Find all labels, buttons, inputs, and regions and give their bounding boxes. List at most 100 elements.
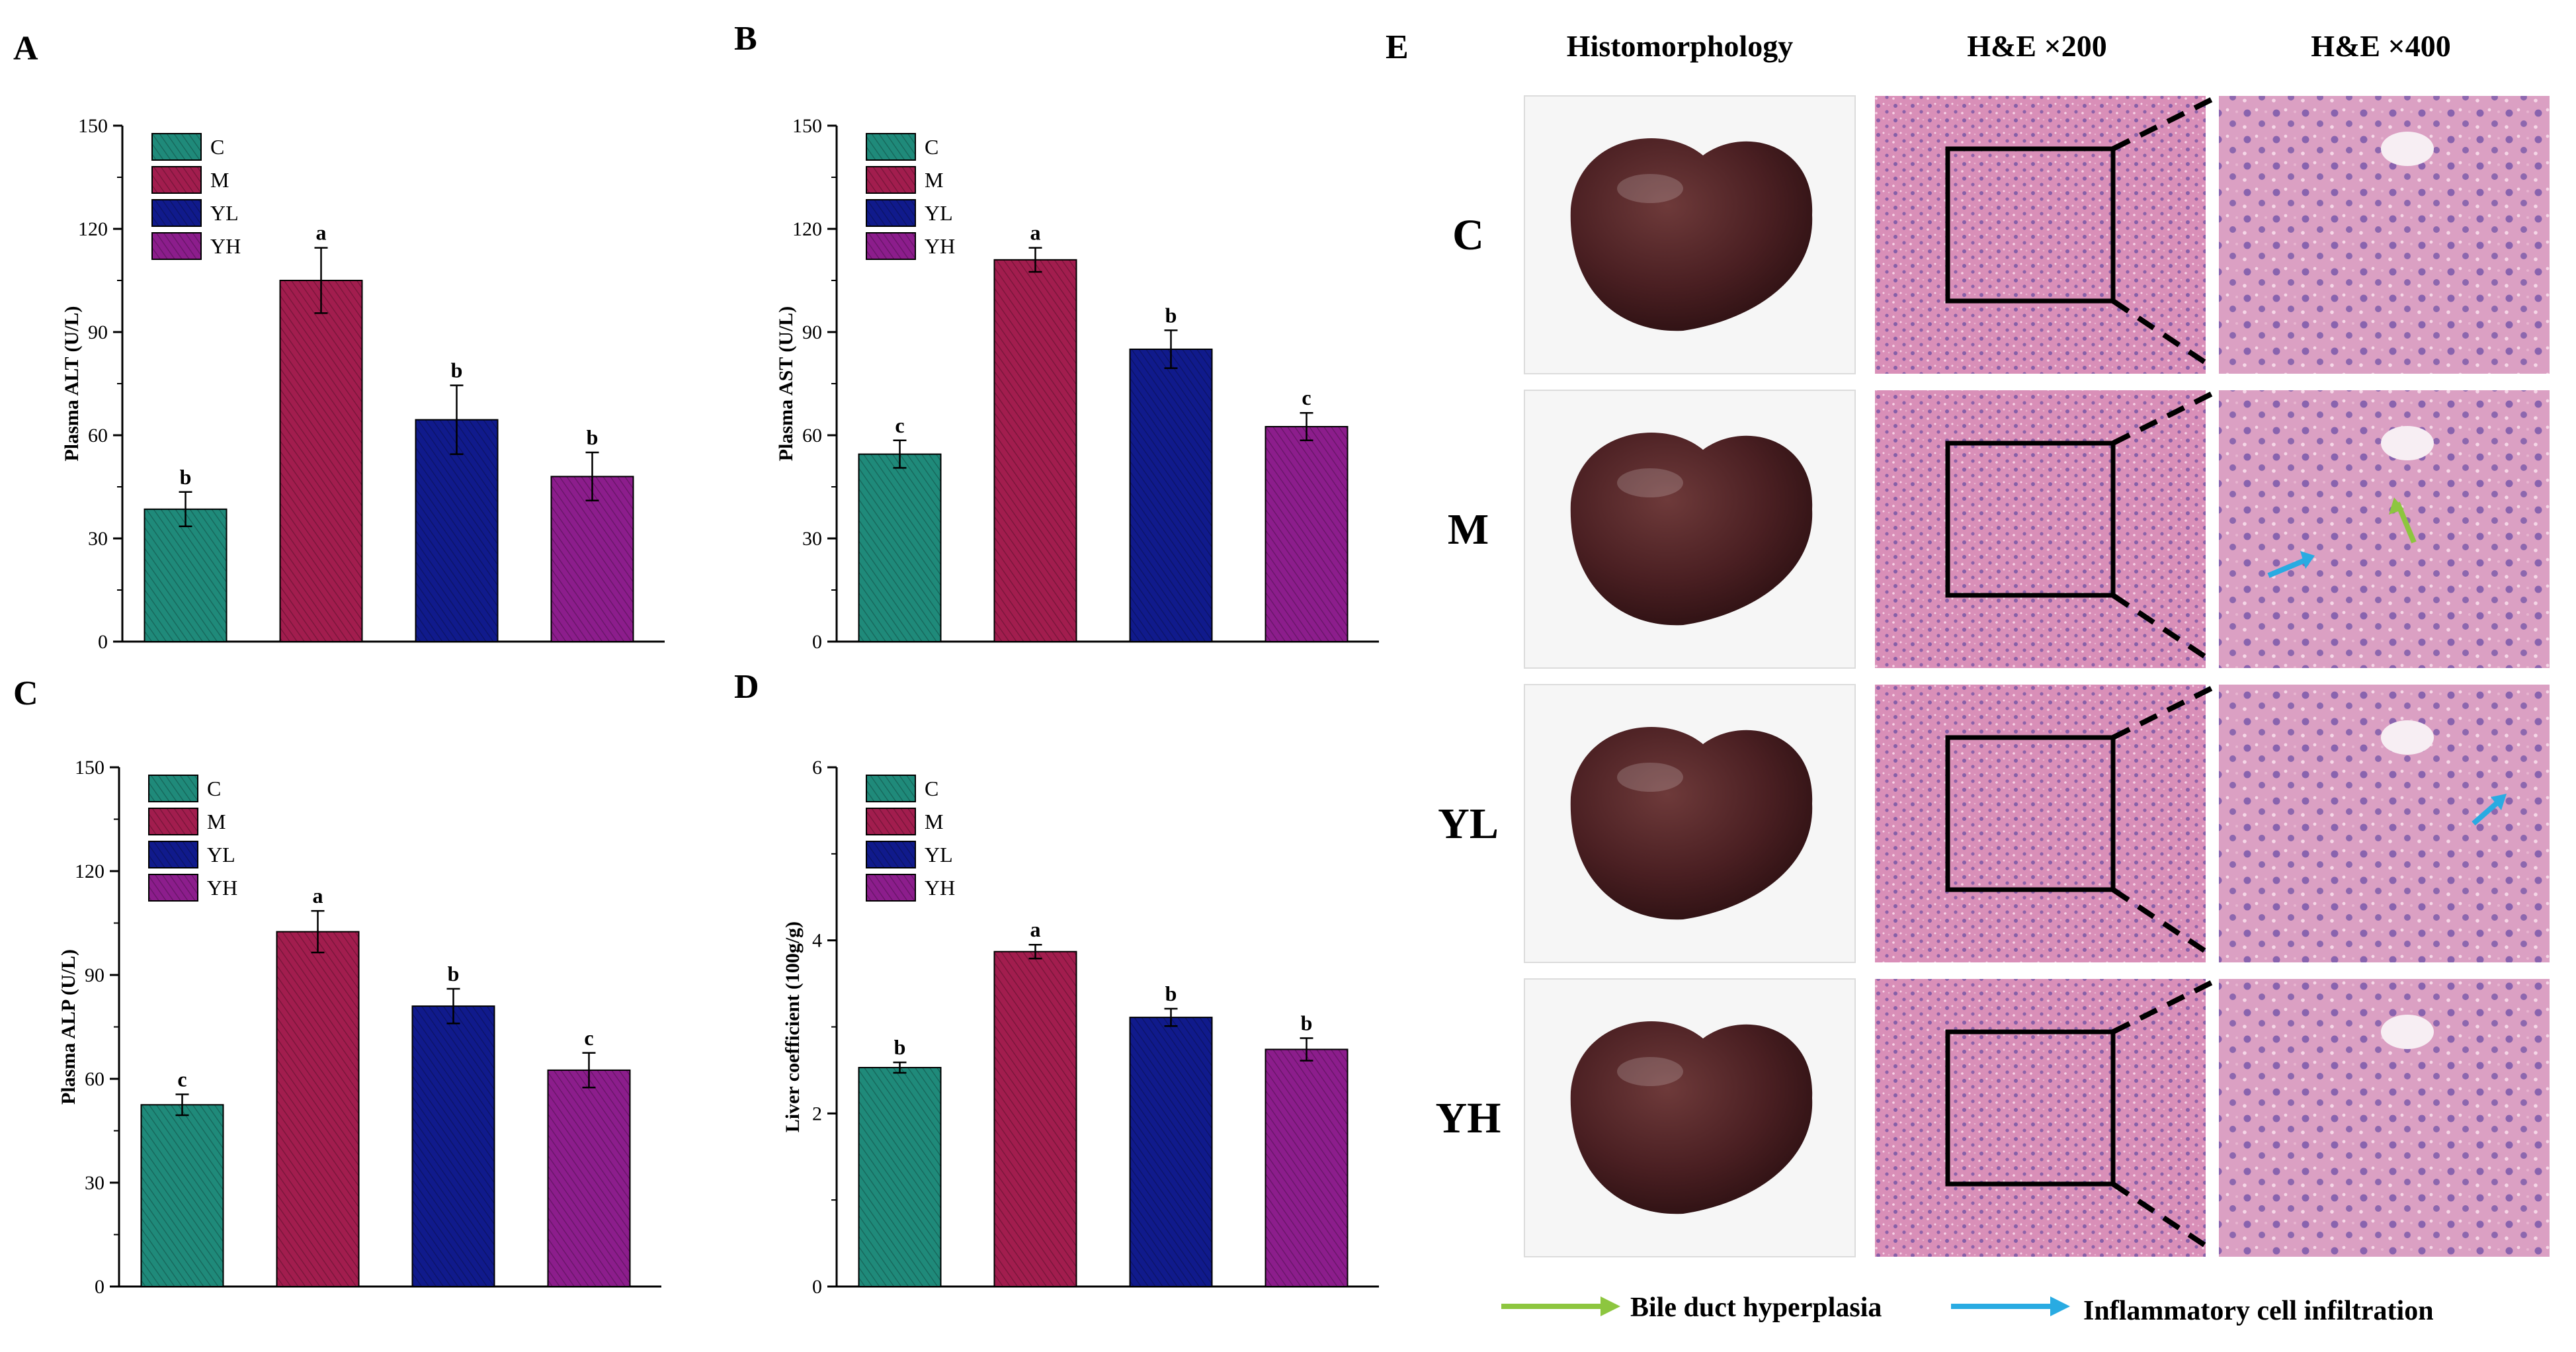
zoom-guide-top-YL — [2112, 685, 2214, 740]
y-axis-label: Plasma ALP (U/L) — [58, 949, 79, 1105]
significance-label-C: c — [895, 413, 904, 437]
y-tick-label: 90 — [802, 321, 822, 343]
y-tick-label: 60 — [85, 1068, 104, 1090]
bar-hatch-C — [141, 1105, 224, 1287]
significance-label-M: a — [313, 884, 323, 908]
y-tick-label: 60 — [88, 425, 108, 446]
zoom-guide-top-M — [2112, 391, 2214, 446]
y-tick-label: 30 — [802, 528, 822, 550]
histology-panel: E Histomorphology H&E ×200 H&E ×400 C M YL… — [1386, 28, 2550, 1326]
liver-specimen-M — [1570, 433, 1813, 626]
he-200-image-YH — [1875, 979, 2206, 1257]
chart-panel-D: D 0 2 4 6 Liver coefficient (100g/g) b a b b CM YL… — [734, 668, 1379, 1298]
legend-swatch-hatch-YL — [866, 841, 915, 868]
bile-duct-arrow-icon — [2389, 497, 2404, 515]
y-tick-label: 30 — [88, 528, 108, 550]
legend-label-M: M — [207, 810, 226, 833]
bar-hatch-YL — [1130, 349, 1212, 642]
bar-hatch-C — [144, 509, 227, 642]
inflammation-arrow-icon — [2300, 551, 2315, 569]
zoom-box-M — [1945, 441, 2116, 598]
inflammation-arrow-line — [2267, 556, 2309, 578]
column-header-histomorphology: Histomorphology — [1567, 29, 1793, 63]
blue-arrow-icon — [2050, 1296, 2070, 1316]
y-axis-label: Plasma AST (U/L) — [775, 306, 797, 461]
zoom-box-C — [1945, 146, 2116, 304]
histology-legend: Bile duct hyperplasia Inflammatory cell … — [1501, 1292, 2434, 1326]
inflammation-arrow-yl-icon — [2491, 794, 2507, 810]
zoom-guide-bottom-YH — [2111, 1181, 2214, 1253]
legend-label-C: C — [925, 777, 938, 800]
significance-label-YL: b — [1165, 303, 1177, 327]
legend-label-M: M — [925, 168, 943, 192]
legend-label-YH: YH — [210, 234, 241, 258]
legend-label-YH: YH — [925, 876, 955, 900]
panel-letter-B: B — [734, 20, 757, 58]
y-tick-label: 150 — [792, 115, 822, 137]
zoom-guide-top-C — [2112, 97, 2214, 151]
bar-hatch-YL — [1130, 1017, 1212, 1287]
legend-swatch-hatch-C — [149, 775, 198, 802]
legend-swatch-hatch-YL — [152, 200, 201, 226]
legend-swatch-hatch-YH — [866, 233, 915, 259]
zoom-guide-bottom-C — [2111, 298, 2214, 370]
y-tick-label: 6 — [812, 757, 822, 779]
legend-swatch-hatch-C — [152, 134, 201, 160]
legend-label-C: C — [207, 777, 221, 800]
bar-hatch-YH — [1265, 1049, 1348, 1287]
significance-label-M: a — [1030, 917, 1041, 941]
y-tick-label: 60 — [802, 425, 822, 446]
legend-swatch-hatch-YH — [152, 233, 201, 259]
legend-swatch-hatch-YH — [866, 874, 915, 901]
y-tick-label: 120 — [792, 218, 822, 240]
y-tick-label: 30 — [85, 1172, 104, 1194]
significance-label-YL: b — [1165, 982, 1177, 1005]
vessel-lumen-YL — [2381, 720, 2434, 755]
bar-hatch-C — [858, 1067, 941, 1287]
liver-highlight-M — [1617, 468, 1683, 497]
liver-specimen-YH — [1570, 1021, 1813, 1214]
significance-label-YH: c — [1302, 386, 1311, 409]
legend-label-M: M — [925, 810, 943, 833]
bar-hatch-M — [280, 280, 362, 642]
y-tick-label: 0 — [812, 1276, 822, 1298]
row-label-YL: YL — [1438, 800, 1499, 848]
legend-swatch-hatch-M — [866, 808, 915, 835]
panel-letter-A: A — [13, 30, 38, 67]
bar-hatch-C — [858, 454, 941, 642]
liver-highlight-C — [1617, 174, 1683, 203]
legend-swatch-hatch-C — [866, 134, 915, 160]
inflammation-arrow-yl-line — [2472, 798, 2502, 826]
bar-hatch-YH — [1265, 427, 1348, 642]
significance-label-M: a — [316, 221, 327, 245]
liver-specimen-C — [1570, 138, 1813, 331]
bar-hatch-M — [276, 931, 359, 1287]
legend-label-YL: YL — [207, 843, 235, 866]
y-tick-label: 0 — [98, 631, 108, 653]
y-axis-label: Liver coefficient (100g/g) — [782, 921, 804, 1132]
legend-label-YL: YL — [925, 843, 953, 866]
y-tick-label: 0 — [95, 1276, 104, 1298]
bar-hatch-YL — [412, 1006, 495, 1287]
zoom-box-YH — [1945, 1029, 2116, 1187]
vessel-lumen-M — [2381, 426, 2434, 460]
column-header-he-400: H&E ×400 — [2311, 29, 2451, 63]
he-400-image-YL — [2219, 685, 2550, 962]
bar-hatch-YH — [551, 476, 634, 642]
vessel-lumen-YH — [2381, 1015, 2434, 1049]
row-label-M: M — [1448, 505, 1489, 554]
y-tick-label: 120 — [75, 861, 104, 882]
significance-label-C: b — [894, 1035, 906, 1059]
legend-inflammatory-cell-infiltration: Inflammatory cell infiltration — [2083, 1296, 2434, 1326]
significance-label-YH: b — [1301, 1011, 1313, 1035]
significance-label-YL: b — [451, 359, 463, 382]
he-400-image-C — [2219, 96, 2550, 374]
legend-swatch-hatch-YL — [866, 200, 915, 226]
vessel-lumen-C — [2381, 132, 2434, 166]
legend-label-M: M — [210, 168, 229, 192]
legend-label-C: C — [925, 135, 938, 159]
column-header-he-200: H&E ×200 — [1967, 29, 2107, 63]
legend-label-YH: YH — [207, 876, 237, 900]
y-axis-label: Plasma ALT (U/L) — [61, 306, 83, 461]
